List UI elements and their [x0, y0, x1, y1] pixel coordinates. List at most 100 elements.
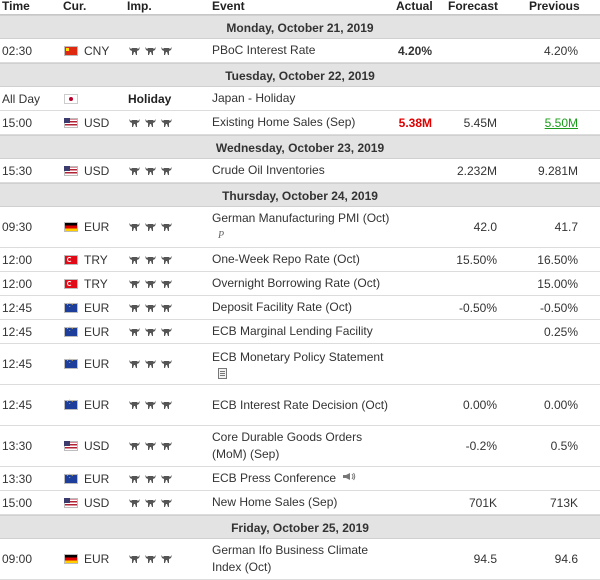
table-row[interactable]: 15:00 USD New Home Sales (Sep) 701K 713K — [0, 491, 600, 515]
event-name[interactable]: PBoC Interest Rate — [212, 43, 316, 57]
table-row[interactable]: 12:00 TRY One-Week Repo Rate (Oct) 15.50% 16… — [0, 248, 600, 272]
header-previous[interactable]: Previous — [529, 0, 580, 13]
table-row[interactable]: 12:45 EUR Deposit Facility Rate (Oct) -0.50… — [0, 296, 600, 320]
event-wrap: PBoC Interest Rate — [212, 42, 315, 59]
table-row[interactable]: 12:45 EUR ECB Marginal Lending Facility 0.2… — [0, 320, 600, 344]
previous-cell — [510, 87, 578, 110]
event-name[interactable]: ECB Interest Rate Decision (Oct) — [212, 397, 389, 412]
bull-icon — [160, 474, 173, 484]
importance-cell — [128, 248, 176, 271]
actual-cell — [380, 426, 432, 466]
event-cell[interactable]: Existing Home Sales (Sep) — [212, 111, 392, 134]
event-name[interactable]: Japan - Holiday — [212, 91, 296, 105]
event-name[interactable]: German Manufacturing PMI (Oct) — [212, 210, 390, 225]
event-cell[interactable]: German Ifo Business Climate Index (Oct) — [212, 539, 392, 579]
event-name[interactable]: ECB Press Conference — [212, 470, 337, 485]
event-wrap: Core Durable Goods Orders (MoM) (Sep) — [212, 429, 392, 463]
bull-icon — [144, 359, 157, 369]
table-row[interactable]: 12:45 EUR ECB Monetary Policy Statement — [0, 344, 600, 385]
flag-cell — [64, 39, 78, 62]
event-cell[interactable]: Deposit Facility Rate (Oct) — [212, 296, 392, 319]
bull-icon — [160, 554, 173, 564]
event-name[interactable]: One-Week Repo Rate (Oct) — [212, 252, 360, 266]
bull-icon — [160, 222, 173, 232]
bull-icon — [160, 303, 173, 313]
event-cell[interactable]: Core Durable Goods Orders (MoM) (Sep) — [212, 426, 392, 466]
header-importance[interactable]: Imp. — [127, 0, 152, 13]
time-cell: 12:45 — [2, 357, 33, 371]
event-cell[interactable]: ECB Press Conference — [212, 467, 392, 490]
bull-icon — [144, 474, 157, 484]
event-cell[interactable]: ECB Monetary Policy Statement — [212, 344, 392, 384]
forecast-cell: -0.2% — [465, 439, 497, 453]
event-wrap: German Manufacturing PMI (Oct) P — [212, 210, 392, 244]
event-cell[interactable]: One-Week Repo Rate (Oct) — [212, 248, 392, 271]
currency-cell: EUR — [84, 471, 110, 486]
event-name[interactable]: Crude Oil Inventories — [212, 163, 325, 177]
event-wrap: ECB Monetary Policy Statement — [212, 349, 383, 379]
importance-cell — [128, 159, 176, 182]
event-name[interactable]: ECB Monetary Policy Statement — [212, 350, 384, 364]
table-row[interactable]: 13:30 EUR ECB Press Conference — [0, 467, 600, 491]
event-cell[interactable]: ECB Marginal Lending Facility — [212, 320, 392, 343]
flag-cell — [64, 385, 78, 425]
bull-icon — [144, 166, 157, 176]
header-actual[interactable]: Actual — [396, 0, 433, 13]
event-name[interactable]: ECB Marginal Lending Facility — [212, 324, 373, 338]
header-time[interactable]: Time — [2, 0, 30, 13]
event-cell[interactable]: German Manufacturing PMI (Oct) P — [212, 207, 392, 247]
importance-cell — [128, 272, 176, 295]
importance-cell — [128, 111, 176, 134]
event-cell[interactable]: Crude Oil Inventories — [212, 159, 392, 182]
table-row[interactable]: 12:45 EUR ECB Interest Rate Decision (Oct)… — [0, 385, 600, 426]
event-wrap: Overnight Borrowing Rate (Oct) — [212, 275, 380, 292]
event-cell[interactable]: Overnight Borrowing Rate (Oct) — [212, 272, 392, 295]
table-row[interactable]: 02:30 CNY PBoC Interest Rate 4.20% 4.20% — [0, 39, 600, 63]
time-cell: 12:00 — [2, 276, 33, 291]
event-name[interactable]: Overnight Borrowing Rate (Oct) — [212, 276, 381, 290]
event-name[interactable]: German Ifo Business Climate Index (Oct) — [212, 543, 369, 574]
time-cell: 15:00 — [2, 115, 33, 130]
event-name[interactable]: New Home Sales (Sep) — [212, 495, 338, 509]
event-name[interactable]: Existing Home Sales (Sep) — [212, 115, 356, 129]
table-row[interactable]: 13:30 USD Core Durable Goods Orders (MoM) … — [0, 426, 600, 467]
forecast-cell: 94.5 — [473, 552, 497, 566]
currency-cell: USD — [84, 163, 110, 178]
table-row[interactable]: 15:00 USD Existing Home Sales (Sep) 5.38M 5.… — [0, 111, 600, 135]
currency-cell: EUR — [84, 357, 110, 371]
importance-cell — [128, 385, 176, 425]
event-name[interactable]: Deposit Facility Rate (Oct) — [212, 300, 353, 314]
bull-icon — [128, 303, 141, 313]
table-row[interactable]: 12:00 TRY Overnight Borrowing Rate (Oct) 15… — [0, 272, 600, 296]
table-row[interactable]: 15:30 USD Crude Oil Inventories 2.232M 9.281… — [0, 159, 600, 183]
event-cell[interactable]: PBoC Interest Rate — [212, 39, 392, 62]
document-icon[interactable] — [218, 368, 227, 379]
importance-cell — [128, 491, 176, 514]
event-cell[interactable]: New Home Sales (Sep) — [212, 491, 392, 514]
speaker-icon[interactable] — [342, 470, 356, 487]
event-cell[interactable]: ECB Interest Rate Decision (Oct) — [212, 385, 392, 425]
bull-icon — [144, 441, 157, 451]
flag-cn-icon — [64, 45, 78, 56]
event-cell[interactable]: Japan - Holiday — [212, 87, 392, 110]
header-currency[interactable]: Cur. — [63, 0, 87, 13]
forecast-cell: 42.0 — [473, 220, 497, 234]
event-wrap: Crude Oil Inventories — [212, 162, 325, 179]
actual-cell: 5.38M — [398, 115, 432, 130]
flag-cell — [64, 207, 78, 247]
event-name[interactable]: Core Durable Goods Orders (MoM) (Sep) — [212, 430, 363, 461]
event-wrap: ECB Interest Rate Decision (Oct) — [212, 397, 388, 414]
bull-icon — [144, 498, 157, 508]
header-event[interactable]: Event — [212, 0, 245, 13]
table-row[interactable]: 09:00 EUR German Ifo Business Climate Inde… — [0, 539, 600, 580]
table-row[interactable]: All Day Holiday Japan - Holiday — [0, 87, 600, 111]
actual-cell — [380, 272, 432, 295]
flag-cell — [64, 159, 78, 182]
table-row[interactable]: 09:30 EUR German Manufacturing PMI (Oct) P 4… — [0, 207, 600, 248]
holiday-label: Holiday — [128, 91, 172, 106]
bull-icon — [128, 554, 141, 564]
importance-cell — [128, 426, 176, 466]
previous-cell: 15.00% — [537, 276, 578, 291]
header-forecast[interactable]: Forecast — [448, 0, 499, 13]
